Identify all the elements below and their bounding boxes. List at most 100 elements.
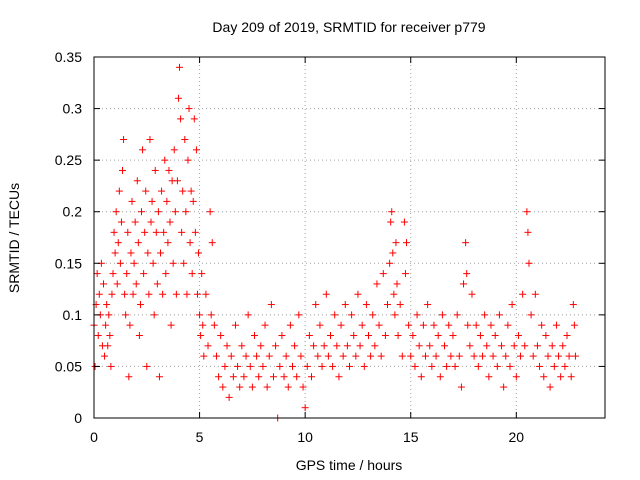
data-point bbox=[457, 383, 465, 391]
data-point bbox=[419, 321, 427, 329]
data-point bbox=[489, 352, 497, 360]
data-point bbox=[476, 331, 484, 339]
data-point bbox=[555, 352, 563, 360]
data-point bbox=[161, 156, 169, 164]
axis-ticks bbox=[93, 56, 605, 419]
data-point bbox=[443, 362, 451, 370]
data-point bbox=[132, 280, 140, 288]
data-point bbox=[253, 352, 261, 360]
data-point bbox=[179, 187, 187, 195]
data-point bbox=[227, 352, 235, 360]
data-point bbox=[108, 290, 116, 298]
data-point bbox=[394, 331, 402, 339]
data-point bbox=[255, 373, 263, 381]
data-point bbox=[481, 311, 489, 319]
data-point bbox=[291, 342, 299, 350]
data-point bbox=[123, 270, 131, 278]
data-point bbox=[305, 331, 313, 339]
data-point bbox=[529, 352, 537, 360]
data-point bbox=[462, 239, 470, 247]
data-point bbox=[310, 342, 318, 350]
data-point bbox=[565, 352, 573, 360]
data-point bbox=[316, 321, 324, 329]
data-point bbox=[322, 290, 330, 298]
data-point bbox=[391, 311, 399, 319]
data-point bbox=[152, 228, 160, 236]
data-points bbox=[90, 63, 579, 422]
data-point bbox=[103, 301, 111, 309]
data-point bbox=[415, 342, 423, 350]
data-point bbox=[164, 239, 172, 247]
data-point bbox=[329, 362, 337, 370]
data-point bbox=[192, 146, 200, 154]
data-point bbox=[165, 166, 173, 174]
data-point bbox=[94, 331, 102, 339]
data-point bbox=[377, 352, 385, 360]
data-point bbox=[267, 301, 275, 309]
data-point bbox=[140, 270, 148, 278]
data-point bbox=[197, 331, 205, 339]
data-point bbox=[149, 259, 157, 267]
data-point bbox=[314, 352, 322, 360]
data-point bbox=[114, 239, 122, 247]
data-point bbox=[248, 383, 256, 391]
data-point bbox=[524, 228, 532, 236]
data-point bbox=[150, 311, 158, 319]
data-point bbox=[198, 270, 206, 278]
data-point bbox=[105, 311, 113, 319]
y-tick-label: 0.2 bbox=[63, 204, 83, 220]
data-point bbox=[400, 218, 408, 226]
data-point bbox=[182, 208, 190, 216]
data-point bbox=[466, 342, 474, 350]
data-point bbox=[212, 352, 220, 360]
data-point bbox=[346, 362, 353, 370]
data-point bbox=[100, 280, 108, 288]
data-point bbox=[320, 342, 328, 350]
data-point bbox=[468, 290, 476, 298]
data-point bbox=[337, 321, 345, 329]
data-point bbox=[365, 331, 373, 339]
data-point bbox=[356, 342, 364, 350]
data-point bbox=[563, 331, 571, 339]
data-point bbox=[517, 352, 525, 360]
y-tick-label: 0.25 bbox=[55, 152, 82, 168]
data-point bbox=[508, 301, 516, 309]
data-point bbox=[341, 301, 349, 309]
data-point bbox=[238, 342, 246, 350]
data-point bbox=[154, 208, 162, 216]
data-point bbox=[119, 166, 127, 174]
data-point bbox=[236, 383, 244, 391]
data-point bbox=[393, 280, 401, 288]
data-point bbox=[190, 115, 198, 123]
data-point bbox=[533, 342, 541, 350]
data-point bbox=[146, 136, 154, 144]
data-point bbox=[405, 321, 413, 329]
data-point bbox=[384, 301, 392, 309]
data-point bbox=[199, 321, 207, 329]
data-point bbox=[244, 311, 252, 319]
data-point bbox=[188, 270, 196, 278]
data-point bbox=[183, 290, 191, 298]
data-point bbox=[447, 352, 455, 360]
data-point bbox=[559, 342, 567, 350]
data-point bbox=[339, 352, 347, 360]
tick-labels: 0 5 10 15 20 0 0.05 0.1 0.15 0.2 0.25 0.3 0.35 bbox=[55, 49, 525, 445]
y-axis-label: SRMTID / TECUs bbox=[6, 183, 22, 293]
data-point bbox=[434, 331, 442, 339]
data-point bbox=[208, 239, 216, 247]
data-point bbox=[451, 362, 459, 370]
data-point bbox=[178, 228, 186, 236]
data-point bbox=[155, 373, 163, 381]
data-point bbox=[151, 166, 159, 174]
data-point bbox=[491, 331, 499, 339]
data-point bbox=[196, 311, 204, 319]
data-point bbox=[147, 218, 155, 226]
data-point bbox=[474, 362, 482, 370]
data-point bbox=[548, 342, 556, 350]
chart-title: Day 209 of 2019, SRMTID for receiver p77… bbox=[212, 19, 485, 35]
data-point bbox=[396, 301, 404, 309]
data-point bbox=[504, 321, 512, 329]
data-point bbox=[436, 373, 444, 381]
data-point bbox=[200, 352, 208, 360]
data-point bbox=[424, 301, 432, 309]
